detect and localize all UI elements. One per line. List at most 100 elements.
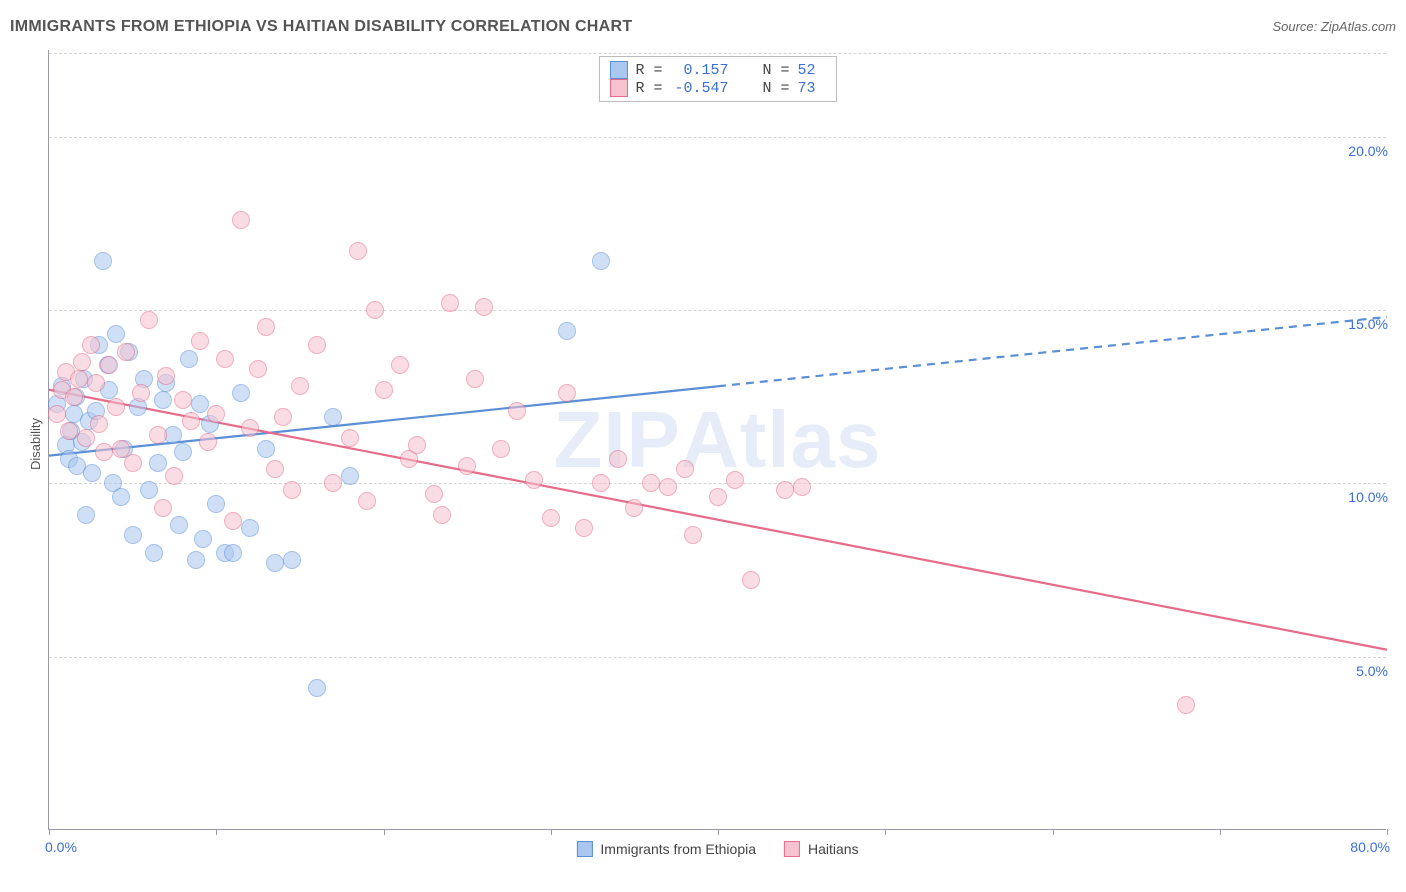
legend-item-ethiopia: Immigrants from Ethiopia [576,841,756,857]
data-point-haitians [77,429,95,447]
x-tick [384,829,385,835]
data-point-ethiopia [77,506,95,524]
data-point-haitians [408,436,426,454]
data-point-haitians [375,381,393,399]
data-point-ethiopia [232,384,250,402]
data-point-ethiopia [180,350,198,368]
data-point-haitians [191,332,209,350]
x-tick [885,829,886,835]
data-point-haitians [274,408,292,426]
data-point-haitians [609,450,627,468]
data-point-haitians [207,405,225,423]
r-label: R = [635,62,662,79]
data-point-haitians [60,422,78,440]
data-point-haitians [391,356,409,374]
data-point-haitians [48,405,66,423]
data-point-haitians [659,478,677,496]
data-point-haitians [100,356,118,374]
legend-swatch-icon [784,841,800,857]
data-point-ethiopia [194,530,212,548]
data-point-ethiopia [266,554,284,572]
data-point-haitians [742,571,760,589]
data-point-haitians [366,301,384,319]
data-point-ethiopia [145,544,163,562]
data-point-ethiopia [187,551,205,569]
n-value: 73 [798,80,826,97]
data-point-haitians [65,388,83,406]
y-axis-title: Disability [28,418,43,470]
data-point-ethiopia [283,551,301,569]
data-point-haitians [241,419,259,437]
data-point-haitians [684,526,702,544]
data-point-ethiopia [107,325,125,343]
n-label: N = [763,62,790,79]
data-point-haitians [308,336,326,354]
x-tick [49,829,50,835]
data-point-haitians [508,402,526,420]
stats-legend-box: R = 0.157 N = 52R = -0.547 N = 73 [598,56,836,102]
data-point-haitians [349,242,367,260]
data-point-ethiopia [257,440,275,458]
data-point-haitians [117,343,135,361]
data-point-haitians [132,384,150,402]
data-point-ethiopia [241,519,259,537]
series-legend: Immigrants from EthiopiaHaitians [576,841,858,857]
data-point-haitians [182,412,200,430]
data-point-ethiopia [308,679,326,697]
data-point-ethiopia [83,464,101,482]
data-point-haitians [107,398,125,416]
x-min-label: 0.0% [45,839,77,855]
data-point-haitians [90,415,108,433]
data-point-haitians [224,512,242,530]
trend-line [718,317,1387,386]
data-point-haitians [174,391,192,409]
data-point-haitians [525,471,543,489]
r-value: 0.157 [670,62,728,79]
data-point-haitians [592,474,610,492]
data-point-ethiopia [592,252,610,270]
data-point-haitians [199,433,217,451]
data-point-haitians [87,374,105,392]
n-value: 52 [798,62,826,79]
data-point-haitians [466,370,484,388]
data-point-haitians [165,467,183,485]
data-point-ethiopia [207,495,225,513]
data-point-ethiopia [149,454,167,472]
data-point-ethiopia [191,395,209,413]
data-point-haitians [642,474,660,492]
data-point-haitians [625,499,643,517]
data-point-haitians [1177,696,1195,714]
data-point-haitians [149,426,167,444]
data-point-haitians [726,471,744,489]
data-point-haitians [283,481,301,499]
data-point-haitians [154,499,172,517]
data-point-haitians [70,370,88,388]
data-point-haitians [575,519,593,537]
data-point-haitians [492,440,510,458]
x-tick [1387,829,1388,835]
data-point-haitians [266,460,284,478]
data-point-haitians [140,311,158,329]
data-point-haitians [441,294,459,312]
data-point-haitians [776,481,794,499]
x-max-label: 80.0% [1350,839,1390,855]
legend-swatch-icon [576,841,592,857]
data-point-ethiopia [140,481,158,499]
r-value: -0.547 [670,80,728,97]
x-tick [551,829,552,835]
data-point-haitians [358,492,376,510]
data-point-haitians [249,360,267,378]
data-point-haitians [324,474,342,492]
data-point-ethiopia [154,391,172,409]
data-point-ethiopia [341,467,359,485]
scatter-plot: ZIPAtlas 5.0%10.0%15.0%20.0% 0.0% 80.0% … [48,50,1386,830]
data-point-haitians [124,454,142,472]
data-point-ethiopia [94,252,112,270]
data-point-ethiopia [170,516,188,534]
data-point-haitians [216,350,234,368]
x-tick [216,829,217,835]
data-point-haitians [232,211,250,229]
x-tick [718,829,719,835]
data-point-haitians [341,429,359,447]
stats-row-ethiopia: R = 0.157 N = 52 [609,61,825,79]
